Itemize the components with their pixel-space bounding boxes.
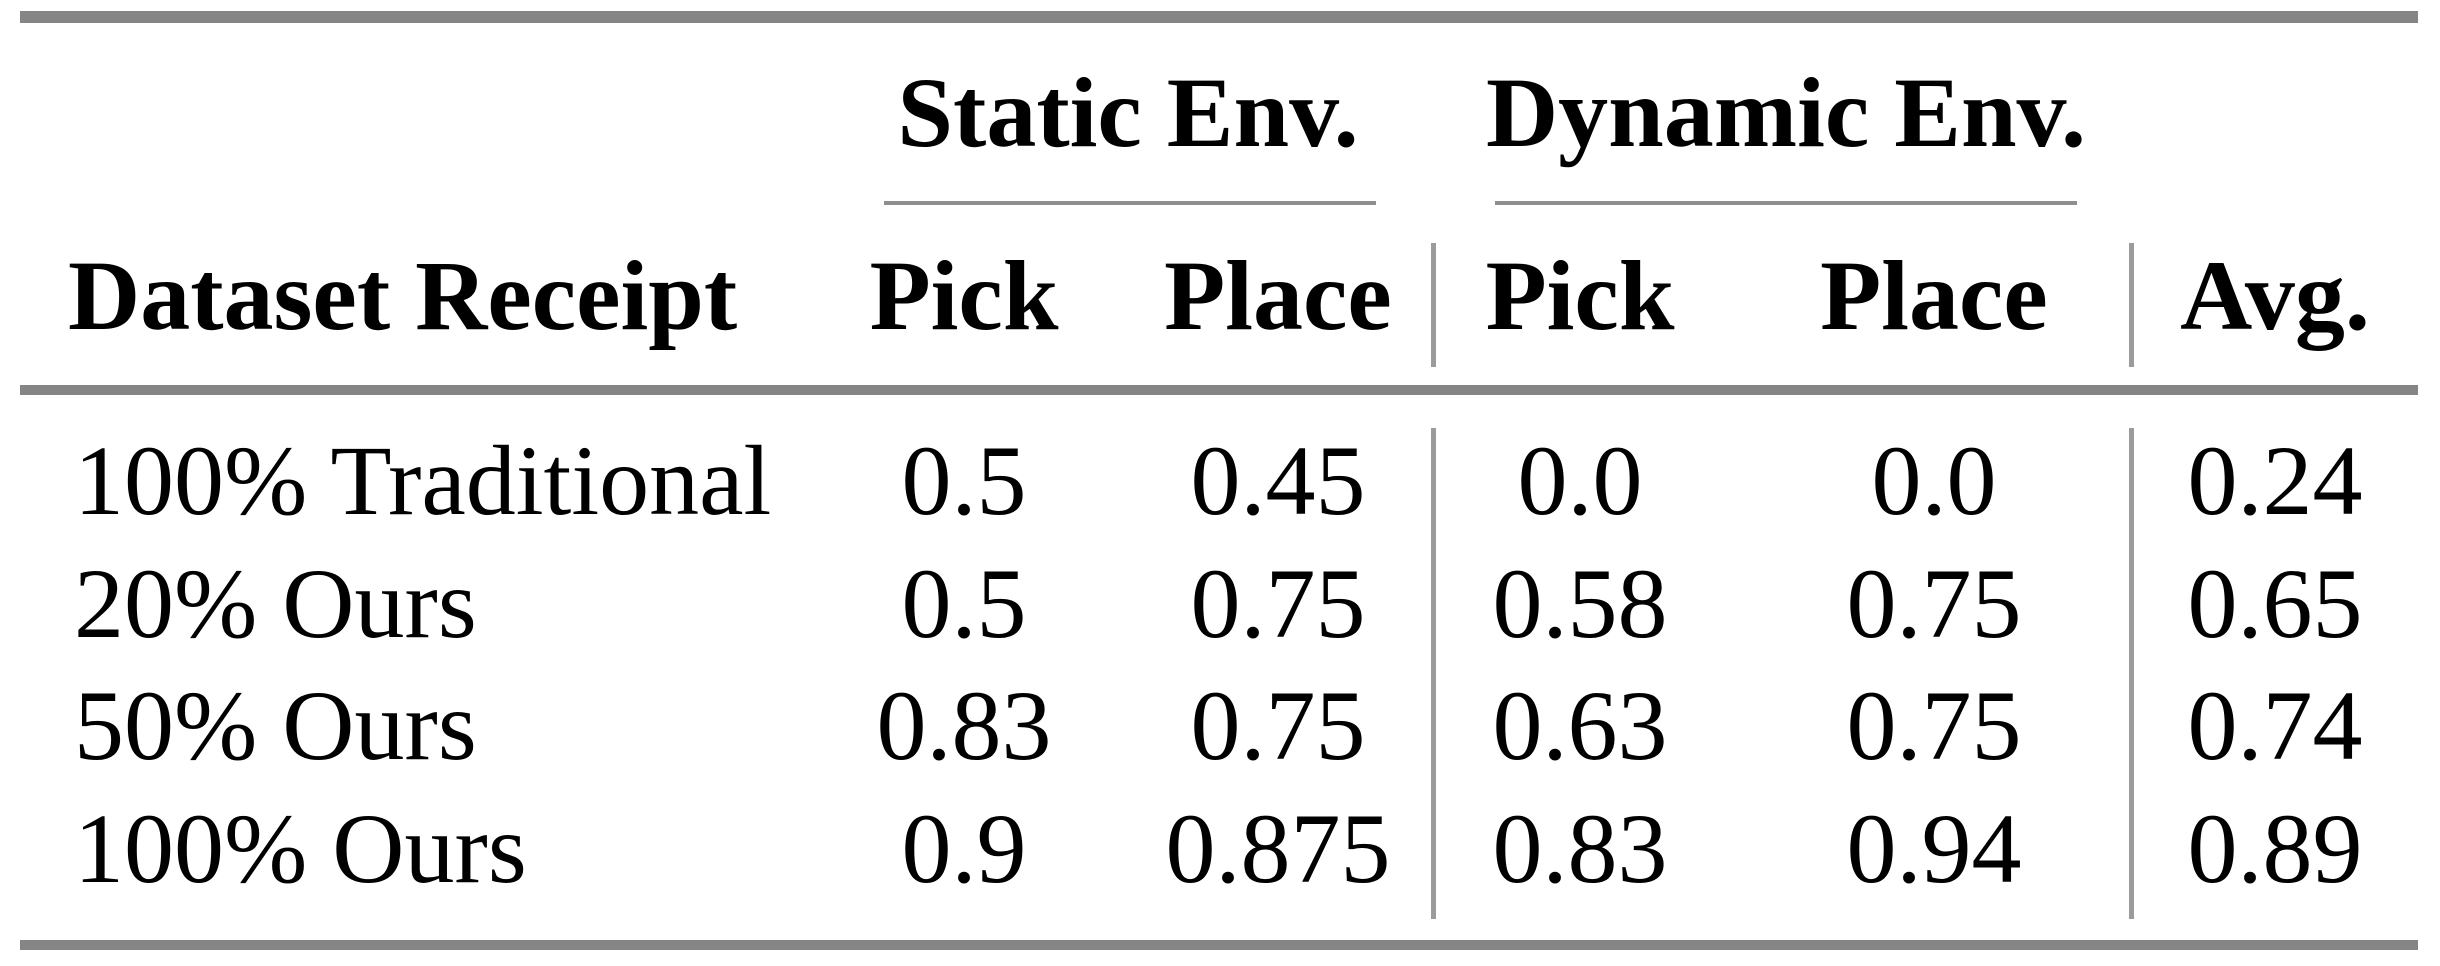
- group-header-static-env: Static Env.: [897, 57, 1359, 168]
- cell-dynamic-pick: 0.58: [1492, 548, 1668, 659]
- bottom-rule: [20, 940, 2418, 950]
- header-divider-2: [2129, 243, 2134, 367]
- table-row-100-traditional: 100% Traditional 0.5 0.45 0.0 0.0 0.24: [0, 431, 2440, 531]
- col-header-dataset-receipt: Dataset Receipt: [68, 240, 738, 351]
- cell-static-pick: 0.5: [901, 425, 1027, 536]
- table-row-20-ours: 20% Ours 0.5 0.75 0.58 0.75 0.65: [0, 554, 2440, 654]
- cell-dynamic-pick: 0.83: [1492, 793, 1668, 904]
- table-row-50-ours: 50% Ours 0.83 0.75 0.63 0.75 0.74: [0, 676, 2440, 776]
- cell-dynamic-pick: 0.0: [1517, 425, 1643, 536]
- cell-static-place: 0.875: [1165, 793, 1391, 904]
- body-divider-2: [2129, 428, 2134, 919]
- row-label: 50% Ours: [74, 670, 477, 781]
- cell-static-pick: 0.9: [901, 793, 1027, 904]
- row-label: 100% Traditional: [74, 425, 772, 536]
- cell-dynamic-place: 0.94: [1846, 793, 2022, 904]
- body-divider-1: [1431, 428, 1436, 919]
- cell-static-pick: 0.83: [876, 670, 1052, 781]
- group-header-row: Static Env. Dynamic Env.: [0, 63, 2440, 163]
- cell-static-place: 0.75: [1190, 548, 1366, 659]
- cell-static-place: 0.75: [1190, 670, 1366, 781]
- group-header-dynamic-env: Dynamic Env.: [1485, 57, 2087, 168]
- cell-dynamic-place: 0.75: [1846, 548, 2022, 659]
- cell-avg: 0.89: [2187, 793, 2363, 904]
- header-divider-1: [1431, 243, 1436, 367]
- row-label: 20% Ours: [74, 548, 477, 659]
- column-header-row: Dataset Receipt Pick Place Pick Place Av…: [0, 246, 2440, 346]
- dynamic-env-underline: [1495, 201, 2077, 205]
- table-row-100-ours: 100% Ours 0.9 0.875 0.83 0.94 0.89: [0, 799, 2440, 899]
- cell-static-place: 0.45: [1190, 425, 1366, 536]
- cell-avg: 0.65: [2187, 548, 2363, 659]
- col-header-dynamic-place: Place: [1820, 240, 2048, 351]
- cell-avg: 0.24: [2187, 425, 2363, 536]
- col-header-avg: Avg.: [2180, 240, 2370, 351]
- col-header-dynamic-pick: Pick: [1485, 240, 1675, 351]
- cell-dynamic-pick: 0.63: [1492, 670, 1668, 781]
- col-header-static-pick: Pick: [869, 240, 1059, 351]
- row-label: 100% Ours: [74, 793, 527, 904]
- mid-rule: [20, 385, 2418, 395]
- col-header-static-place: Place: [1164, 240, 1392, 351]
- cell-avg: 0.74: [2187, 670, 2363, 781]
- cell-static-pick: 0.5: [901, 548, 1027, 659]
- cell-dynamic-place: 0.75: [1846, 670, 2022, 781]
- cell-dynamic-place: 0.0: [1871, 425, 1997, 536]
- top-rule: [20, 11, 2418, 23]
- static-env-underline: [884, 201, 1376, 205]
